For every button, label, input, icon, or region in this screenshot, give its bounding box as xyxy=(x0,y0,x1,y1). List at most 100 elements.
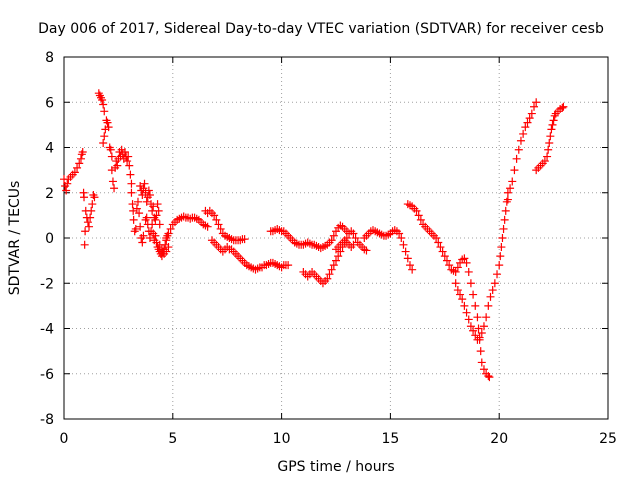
data-point xyxy=(500,215,509,224)
data-point xyxy=(80,193,89,202)
data-point xyxy=(546,132,555,141)
data-point xyxy=(477,358,486,367)
data-point xyxy=(519,129,528,138)
data-point xyxy=(544,145,553,154)
y-tick-label: -8 xyxy=(40,412,54,428)
data-point xyxy=(495,261,504,270)
data-point xyxy=(107,152,116,161)
data-point xyxy=(124,152,133,161)
data-point xyxy=(412,206,421,215)
x-tick-label: 0 xyxy=(60,431,69,447)
y-tick-label: 4 xyxy=(45,141,54,157)
data-point xyxy=(332,256,340,265)
data-point xyxy=(503,195,512,204)
grid xyxy=(64,57,608,419)
data-point xyxy=(123,157,132,166)
x-tick-label: 15 xyxy=(381,431,399,447)
data-point xyxy=(126,170,135,179)
y-tick-label: 6 xyxy=(45,95,54,111)
data-point xyxy=(503,188,512,197)
data-point xyxy=(547,125,556,134)
data-point xyxy=(508,177,517,186)
data-point xyxy=(445,261,454,270)
data-point xyxy=(85,222,94,231)
data-point xyxy=(106,145,115,154)
x-tick-label: 20 xyxy=(490,431,508,447)
data-point xyxy=(104,123,113,132)
data-point xyxy=(164,229,173,238)
data-point xyxy=(212,215,221,224)
data-point xyxy=(154,206,163,215)
y-tick-label: -2 xyxy=(40,276,54,292)
y-tick-label: -6 xyxy=(40,367,54,383)
data-point xyxy=(525,114,534,123)
x-tick-label: 25 xyxy=(599,431,617,447)
data-point xyxy=(469,290,478,299)
data-point xyxy=(501,206,510,215)
data-point xyxy=(474,324,483,333)
data-point xyxy=(484,372,493,381)
data-point xyxy=(78,148,87,157)
data-point xyxy=(471,301,480,310)
data-point xyxy=(453,286,462,295)
data-point xyxy=(152,211,161,220)
data-point xyxy=(416,215,425,224)
data-point xyxy=(140,179,149,188)
data-point xyxy=(497,243,506,252)
data-point xyxy=(131,224,140,233)
data-point xyxy=(434,238,443,247)
data-point xyxy=(88,200,97,209)
data-point xyxy=(110,184,119,193)
data-point xyxy=(240,235,249,244)
data-point xyxy=(142,197,151,206)
data-point xyxy=(408,265,417,274)
data-point xyxy=(451,279,460,288)
data-point xyxy=(464,315,473,324)
data-point xyxy=(133,197,142,206)
data-point xyxy=(514,145,523,154)
chart-title: Day 006 of 2017, Sidereal Day-to-day VTE… xyxy=(38,21,604,37)
data-point xyxy=(471,331,480,340)
data-point xyxy=(496,252,505,261)
data-point xyxy=(479,322,488,331)
data-point xyxy=(127,188,136,197)
data-point xyxy=(87,206,96,215)
data-point xyxy=(485,373,494,382)
data-point xyxy=(98,95,107,104)
x-tick-label: 10 xyxy=(273,431,291,447)
data-point xyxy=(460,301,469,310)
y-axis-label: SDTVAR / TECUs xyxy=(7,181,23,296)
data-point xyxy=(549,116,558,125)
data-point xyxy=(397,234,406,242)
data-point xyxy=(440,252,449,261)
data-point xyxy=(349,229,358,238)
data-point xyxy=(129,215,138,224)
data-point xyxy=(151,231,160,240)
data-point xyxy=(164,243,173,252)
data-point xyxy=(63,179,72,188)
data-point xyxy=(477,329,486,338)
data-point xyxy=(83,218,92,227)
data-point xyxy=(136,222,145,231)
data-point xyxy=(462,258,471,267)
data-point xyxy=(469,326,478,335)
data-point xyxy=(139,184,148,193)
data-point xyxy=(153,200,162,209)
data-point xyxy=(329,261,338,270)
data-point xyxy=(484,301,493,310)
data-point xyxy=(120,148,129,157)
data-point xyxy=(351,234,360,242)
data-point xyxy=(75,159,84,168)
data-point xyxy=(144,186,153,195)
data-point xyxy=(464,267,473,276)
data-point xyxy=(405,261,414,270)
data-point xyxy=(132,204,141,213)
data-point xyxy=(145,234,154,242)
data-point xyxy=(336,247,345,256)
data-point xyxy=(473,313,482,322)
data-point xyxy=(99,138,108,147)
data-point xyxy=(362,246,371,255)
data-point xyxy=(462,308,471,317)
data-point xyxy=(349,240,358,249)
